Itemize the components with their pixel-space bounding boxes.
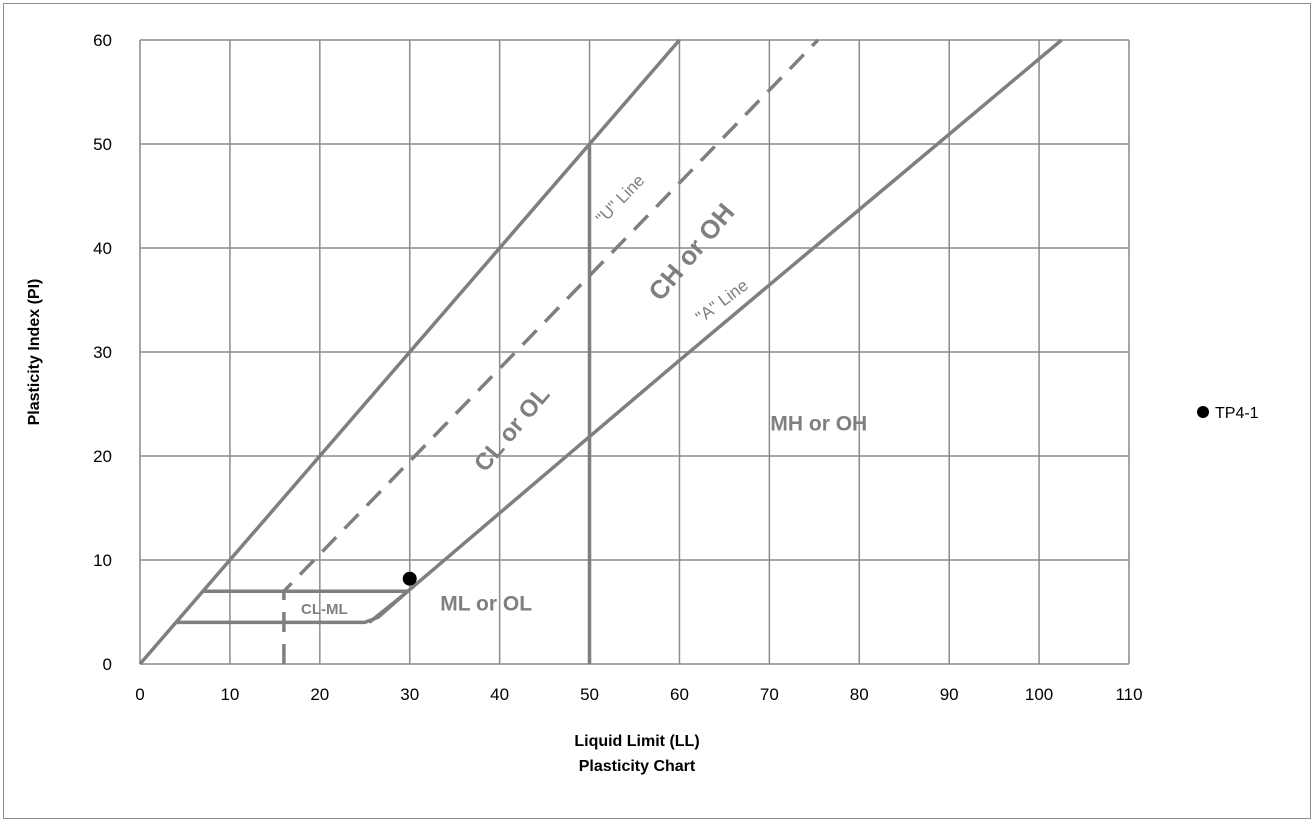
x-tick-label: 50 <box>580 685 599 704</box>
legend-label: TP4-1 <box>1215 405 1259 422</box>
x-tick-label: 70 <box>760 685 779 704</box>
x-tick-label: 90 <box>940 685 959 704</box>
x-tick-label: 20 <box>310 685 329 704</box>
annotation-u-line: "U" Line <box>592 171 648 228</box>
annotation-cl-or-ol: CL or OL <box>469 381 555 477</box>
data-point <box>402 571 417 586</box>
annotation-cl-ml: CL-ML <box>301 601 348 618</box>
y-tick-label: 60 <box>93 31 112 50</box>
y-tick-label: 40 <box>93 239 112 258</box>
x-tick-label: 0 <box>135 685 144 704</box>
legend: TP4-1 <box>1197 405 1259 422</box>
y-tick-labels: 0 10 20 30 40 50 60 <box>93 31 112 674</box>
annotation-ml-or-ol: ML or OL <box>440 592 532 615</box>
a-line <box>368 38 1063 624</box>
x-tick-label: 10 <box>220 685 239 704</box>
data-points <box>402 571 417 586</box>
chart-frame <box>3 3 1311 819</box>
x-tick-label: 110 <box>1115 685 1142 704</box>
grid-lines <box>139 39 1130 665</box>
y-tick-label: 20 <box>93 447 112 466</box>
x-tick-label: 80 <box>850 685 869 704</box>
y-axis-title: Plasticity Index (PI) <box>26 279 43 426</box>
x-tick-label: 60 <box>670 685 689 704</box>
boundary-line-5 <box>176 589 410 625</box>
x-tick-label: 100 <box>1025 685 1053 704</box>
legend-marker <box>1197 406 1209 418</box>
annotation-a-line: "A" Line <box>692 276 752 327</box>
x-axis-title: Liquid Limit (LL) <box>574 733 699 750</box>
x-tick-label: 30 <box>400 685 419 704</box>
chart-title: Plasticity Chart <box>579 758 696 775</box>
y-tick-label: 0 <box>103 655 112 674</box>
annotation-mh-or-oh: MH or OH <box>770 412 867 435</box>
reference-lines <box>138 38 1063 666</box>
x-tick-label: 40 <box>490 685 509 704</box>
y-tick-label: 30 <box>93 343 112 362</box>
y-tick-label: 50 <box>93 135 112 154</box>
x-tick-labels: 0 10 20 30 40 50 60 70 80 90 100 110 <box>135 685 1142 704</box>
y-tick-label: 10 <box>93 551 112 570</box>
